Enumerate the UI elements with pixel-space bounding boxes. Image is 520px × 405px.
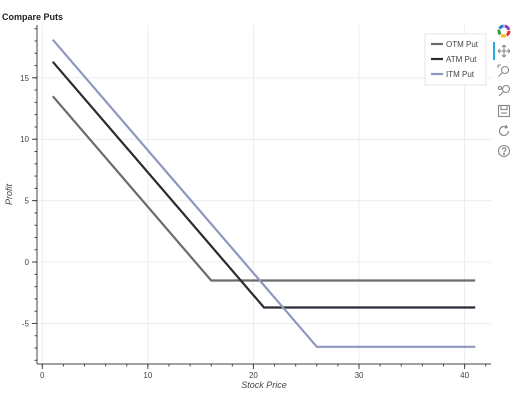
chart-title: Compare Puts: [2, 12, 63, 22]
x-axis-label: Stock Price: [241, 380, 287, 390]
x-tick-label: 30: [355, 371, 364, 380]
x-tick-label: 20: [249, 371, 258, 380]
legend-label: ATM Put: [446, 55, 477, 64]
y-tick-label: 5: [25, 197, 30, 206]
reset-icon[interactable]: [495, 122, 513, 140]
y-tick-label: 15: [20, 74, 29, 83]
legend-label: ITM Put: [446, 70, 475, 79]
x-tick-label: 10: [143, 371, 152, 380]
y-tick-label: 0: [25, 258, 30, 267]
plot-area: [37, 25, 491, 364]
y-tick-label: 10: [20, 135, 29, 144]
x-tick-label: 40: [460, 371, 469, 380]
series-line-otm-put: [51, 95, 476, 282]
y-axis-label: Profit: [4, 184, 14, 206]
box-zoom-icon[interactable]: [495, 62, 513, 80]
pan-icon[interactable]: [493, 42, 513, 60]
series-line-itm-put: [51, 38, 476, 348]
chart-toolbar: [493, 22, 515, 162]
bokeh-logo-icon[interactable]: [495, 22, 513, 40]
series-line-atm-put: [51, 61, 476, 309]
save-icon[interactable]: [495, 102, 513, 120]
legend-label: OTM Put: [446, 40, 479, 49]
wheel-zoom-icon[interactable]: [495, 82, 513, 100]
y-tick-label: -5: [22, 319, 30, 328]
help-icon[interactable]: [495, 142, 513, 160]
x-tick-label: 0: [40, 371, 45, 380]
